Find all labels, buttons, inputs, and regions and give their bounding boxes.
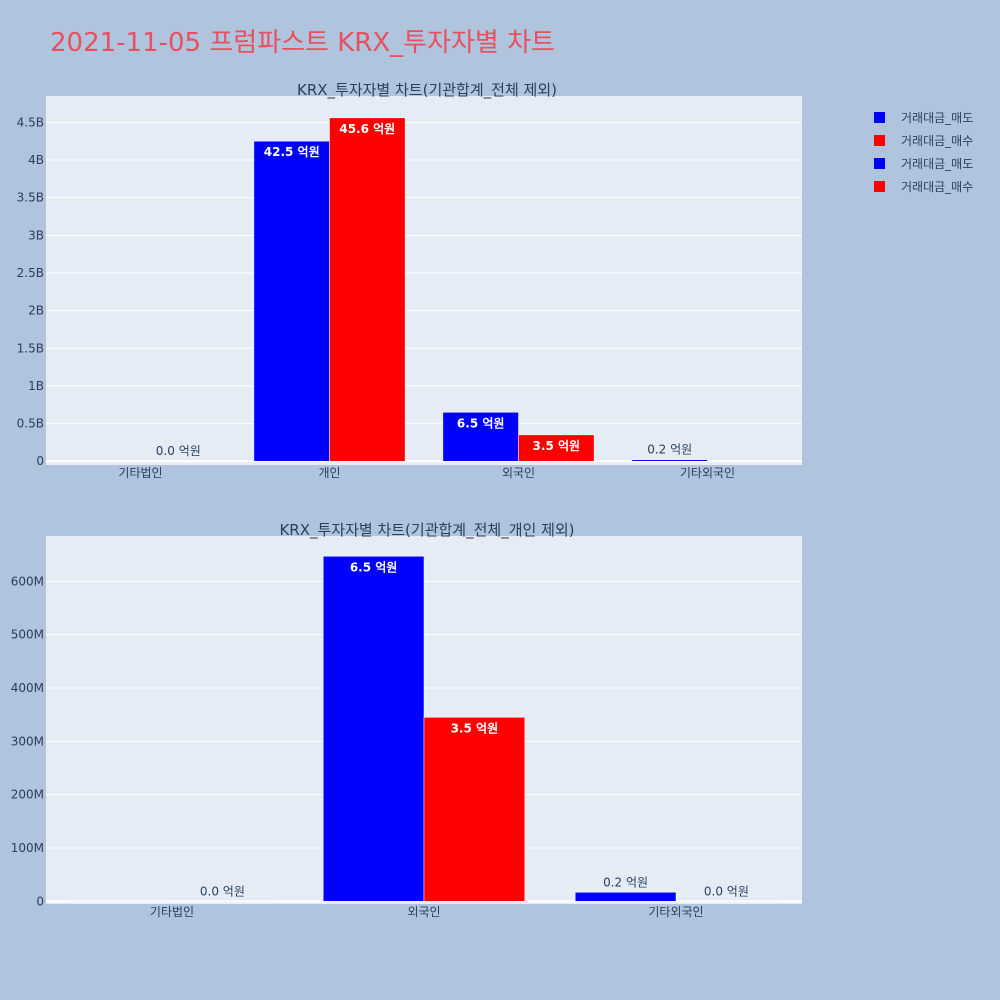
y-tick-label: 100M <box>11 841 44 855</box>
bar <box>329 117 406 462</box>
legend-swatch <box>874 135 885 146</box>
legend: 거래대금_매도 거래대금_매수 거래대금_매도 거래대금_매수 <box>874 106 973 198</box>
y-tick-label: 2.5B <box>17 266 44 280</box>
y-tick-label: 1.5B <box>17 341 44 355</box>
page-title: 2021-11-05 프럼파스트 KRX_투자자별 차트 <box>50 28 555 58</box>
bar <box>171 901 274 903</box>
y-tick-label: 4B <box>28 153 44 167</box>
legend-swatch <box>874 158 885 169</box>
chart-title: KRX_투자자별 차트(기관합계_전체_개인 제외) <box>279 521 574 540</box>
legend-item[interactable]: 거래대금_매수 <box>874 175 973 198</box>
x-tick-label: 개인 <box>318 466 340 480</box>
legend-item[interactable]: 거래대금_매도 <box>874 152 973 175</box>
bar <box>574 892 677 902</box>
bar <box>64 460 141 462</box>
data-label: 45.6 억원 <box>339 122 395 136</box>
legend-label: 거래대금_매도 <box>901 157 974 171</box>
x-tick-label: 외국인 <box>502 466 535 480</box>
chart-title: KRX_투자자별 차트(기관합계_전체 제외) <box>297 81 557 100</box>
y-tick-label: 4.5B <box>17 115 44 129</box>
y-tick-label: 3.5B <box>17 191 44 205</box>
y-tick-label: 2B <box>28 304 44 318</box>
legend-item[interactable]: 거래대금_매수 <box>874 129 973 152</box>
y-tick-label: 0.5B <box>17 417 44 431</box>
data-label: 0.0 억원 <box>200 884 245 898</box>
bar <box>140 460 217 462</box>
y-tick-label: 0 <box>36 894 44 908</box>
data-label: 3.5 억원 <box>533 439 581 453</box>
legend-swatch <box>874 181 885 192</box>
y-tick-label: 600M <box>11 574 44 588</box>
bar <box>253 140 330 462</box>
data-label: 0.0 억원 <box>704 884 749 898</box>
data-label: 0.2 억원 <box>647 443 692 457</box>
y-tick-label: 1B <box>28 379 44 393</box>
x-tick-label: 기타법인 <box>150 905 194 919</box>
bar <box>675 901 778 903</box>
bar <box>70 901 173 903</box>
y-tick-label: 500M <box>11 628 44 642</box>
legend-item[interactable]: 거래대금_매도 <box>874 106 973 129</box>
data-label: 3.5 억원 <box>451 721 499 735</box>
bar <box>518 434 595 462</box>
bar <box>442 412 519 462</box>
data-label: 0.2 억원 <box>603 875 648 889</box>
x-tick-label: 기타외국인 <box>680 466 735 480</box>
data-label: 42.5 억원 <box>264 145 320 159</box>
legend-label: 거래대금_매수 <box>901 134 974 148</box>
chart-panel-1: 0 0.5B 1B 1.5B 2B 2.5B 3B 3.5B 4B 4.5B 기타법인 개인 외국인 기타… <box>17 81 802 480</box>
data-label: 6.5 억원 <box>457 416 505 430</box>
bar <box>631 459 708 462</box>
legend-swatch <box>874 112 885 123</box>
plot-area <box>46 96 802 465</box>
y-tick-label: 200M <box>11 788 44 802</box>
data-label: 0.0 억원 <box>156 444 201 458</box>
y-tick-label: 300M <box>11 734 44 748</box>
x-tick-label: 외국인 <box>407 905 440 919</box>
legend-label: 거래대금_매수 <box>901 180 974 194</box>
bar <box>423 717 526 902</box>
y-tick-label: 400M <box>11 681 44 695</box>
data-label: 6.5 억원 <box>350 560 398 574</box>
y-tick-label: 0 <box>36 454 44 468</box>
chart-panel-2: 0 100M 200M 300M 400M 500M 600M 기타법인 외국인 기타외국인 6.5… <box>11 521 802 919</box>
x-tick-label: 기타법인 <box>118 466 162 480</box>
bar <box>707 460 784 462</box>
legend-label: 거래대금_매도 <box>901 111 974 125</box>
x-tick-label: 기타외국인 <box>648 905 703 919</box>
y-tick-label: 3B <box>28 228 44 242</box>
bar <box>322 556 425 902</box>
